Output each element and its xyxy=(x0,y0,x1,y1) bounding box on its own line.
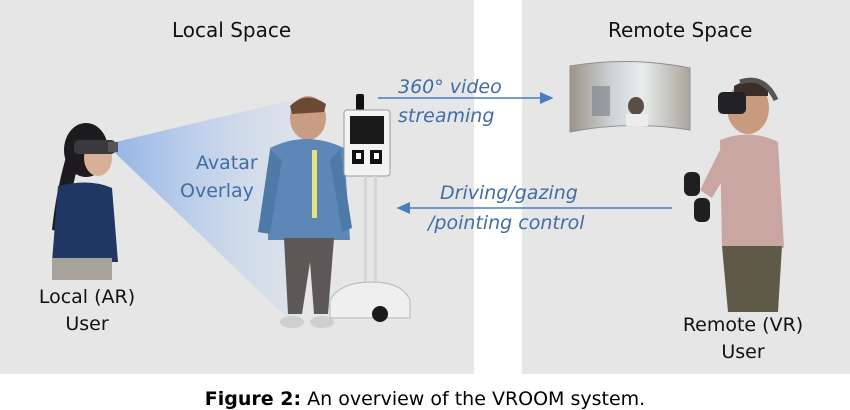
local-user-label-line1: Local (AR) xyxy=(38,286,136,308)
avatar-overlay-label-line1: Avatar xyxy=(196,152,258,174)
local-ar-user-figure xyxy=(52,123,118,280)
video-streaming-label-line2: streaming xyxy=(398,105,495,127)
remote-space-title: Remote Space xyxy=(608,18,753,42)
caption-text: An overview of the VROOM system. xyxy=(301,388,646,410)
overview-illustration xyxy=(52,60,784,330)
panorama-video-frame xyxy=(569,60,691,133)
remote-vr-user-figure xyxy=(684,77,784,312)
avatar-figure xyxy=(258,96,352,328)
remote-user-label-line1: Remote (VR) xyxy=(682,314,804,336)
local-user-label-line2: User xyxy=(65,313,109,335)
control-label-line2: /pointing control xyxy=(428,212,585,234)
remote-user-label-line2: User xyxy=(721,341,765,363)
caption-prefix: Figure 2: xyxy=(204,388,302,410)
avatar-overlay-label-line2: Overlay xyxy=(180,180,254,202)
remote-user-label: Remote (VR) User xyxy=(668,312,818,366)
local-user-label: Local (AR) User xyxy=(22,284,152,338)
local-space-title: Local Space xyxy=(172,18,292,42)
figure-caption: Figure 2: An overview of the VROOM syste… xyxy=(0,388,850,410)
ar-projection-beam xyxy=(112,98,300,330)
video-streaming-label-line1: 360° video xyxy=(398,76,502,98)
control-label-line1: Driving/gazing xyxy=(440,182,578,204)
telepresence-robot xyxy=(329,94,411,322)
